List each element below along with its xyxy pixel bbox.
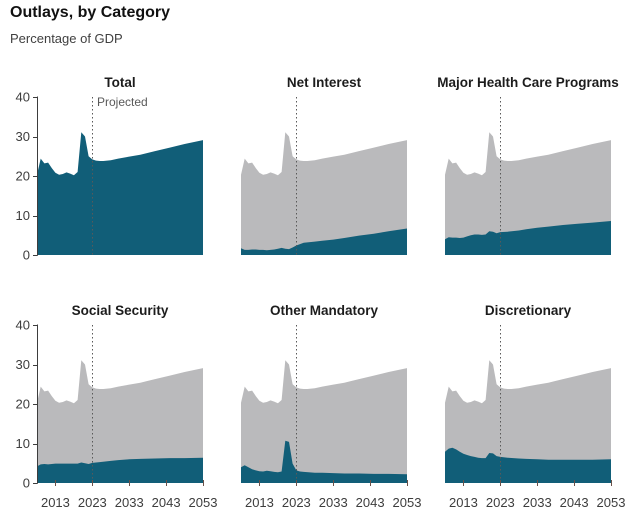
y-tick-label: 0 [23,248,30,263]
y-tick-label: 40 [16,90,30,105]
x-tick-label: 2013 [245,495,274,510]
y-tick-label: 30 [16,129,30,144]
y-tick-label: 10 [16,436,30,451]
y-tick-label: 20 [16,169,30,184]
category-area [241,440,407,483]
x-tick-label: 2053 [597,495,626,510]
x-tick-label: 2043 [356,495,385,510]
x-tick-label: 2033 [115,495,144,510]
y-tick-label: 10 [16,208,30,223]
x-tick-label: 2033 [319,495,348,510]
page-subtitle: Percentage of GDP [10,31,123,46]
chart-panel-net-interest [241,97,407,255]
x-tick-label: 2043 [560,495,589,510]
x-tick-label: 2033 [523,495,552,510]
x-tick-label: 2023 [78,495,107,510]
x-tick-label: 2053 [189,495,218,510]
y-tick-label: 40 [16,318,30,333]
category-area [241,228,407,255]
x-tick-label: 2023 [486,495,515,510]
y-tick-label: 0 [23,476,30,491]
panel-title-other-mandatory: Other Mandatory [269,303,378,318]
chart-panel-total: 0 10 20 30 40 [16,90,203,263]
category-area [445,221,611,255]
chart-panel-discretionary: 2013 2023 2033 2043 2053 [445,325,625,510]
panel-title-total: Total [104,75,136,90]
chart-panel-other-mandatory: 2013 2023 2033 2043 2053 [241,325,421,510]
total-outlays-area [241,360,407,483]
page-title: Outlays, by Category [10,4,171,21]
x-tick-label: 2053 [393,495,422,510]
total-outlays-area [445,360,611,483]
panel-title-major-health-care: Major Health Care Programs [437,75,619,90]
panel-title-net-interest: Net Interest [286,75,362,90]
total-outlays-area [241,132,407,255]
category-area [37,132,203,255]
chart-panel-social-security: 0 10 20 30 40 2013 2023 2033 2043 2053 [16,318,218,511]
total-outlays-area [445,132,611,255]
panel-title-social-security: Social Security [71,303,169,318]
category-area [37,457,203,483]
x-tick-label: 2043 [152,495,181,510]
x-tick-label: 2023 [282,495,311,510]
panel-title-discretionary: Discretionary [484,303,572,318]
x-tick-label: 2013 [449,495,478,510]
chart-panel-major-health-care [445,97,611,255]
y-tick-label: 30 [16,357,30,372]
y-tick-label: 20 [16,397,30,412]
x-tick-label: 2013 [41,495,70,510]
projected-annotation: Projected [97,95,148,109]
category-area [445,447,611,483]
total-outlays-area [37,360,203,483]
